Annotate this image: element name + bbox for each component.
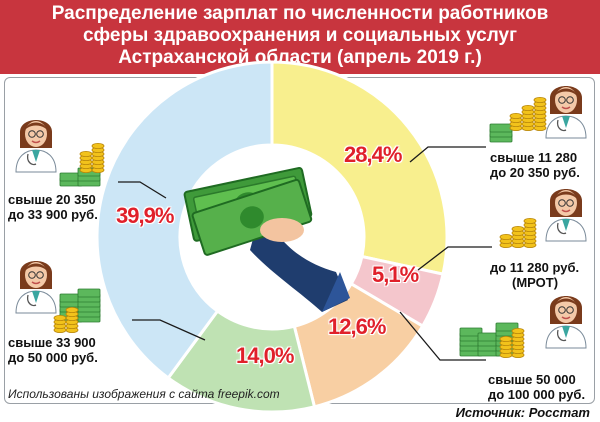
legend-line: до 33 900 руб. (8, 207, 98, 222)
slice-value-label: 28,4% (344, 142, 402, 167)
slice-value-label: 39,9% (116, 203, 174, 228)
hand-money-icon (183, 167, 350, 312)
title-line-3: Астраханской области (апрель 2019 г.) (118, 47, 482, 68)
money-icons (53, 96, 547, 359)
legend-note: (МРОТ) (512, 275, 559, 290)
coins-icon (499, 327, 525, 359)
doctor-icon (545, 86, 587, 139)
title-line-1: Распределение зарплат по численности раб… (51, 3, 549, 24)
legend-line: до 11 280 руб. (490, 260, 580, 275)
legend-line: свыше 50 000 (488, 372, 576, 387)
legend-label-r1: свыше 11 280 до 20 350 руб. (490, 150, 580, 180)
legend-label-l2: свыше 33 900 до 50 000 руб. (8, 335, 98, 365)
coins-icon (53, 306, 79, 334)
slice-value-label: 12,6% (328, 314, 386, 339)
banknotes-icon (59, 288, 101, 323)
coins-icon (499, 217, 537, 249)
leader-line-r1 (409, 146, 486, 163)
leader-line-l1 (118, 181, 167, 199)
legend-line: до 20 350 руб. (490, 165, 580, 180)
legend-line: свыше 11 280 (490, 150, 578, 165)
leader-line-r2 (417, 246, 492, 271)
coins-icon (509, 96, 547, 132)
leader-line-r3 (399, 311, 486, 361)
header: Распределение зарплат по численности раб… (0, 0, 600, 74)
source-note: Источник: Росстат (455, 405, 590, 420)
donut-slice-5 (95, 60, 274, 381)
image-credit: Использованы изображения с сайта freepik… (8, 387, 280, 401)
doctor-icons (15, 86, 587, 349)
doctor-icon (545, 189, 587, 242)
leader-lines (118, 146, 492, 361)
legend-line: свыше 20 350 (8, 192, 96, 207)
legend-label-r2: до 11 280 руб. (МРОТ) (490, 260, 579, 290)
title-line-2: сферы здравоохранения и социальных услуг (82, 25, 518, 46)
legend-line: до 50 000 руб. (8, 350, 98, 365)
slice-value-label: 5,1% (372, 262, 419, 287)
slice-value-label: 14,0% (236, 343, 294, 368)
banknotes-icon (59, 167, 101, 187)
coins-icon (79, 142, 105, 174)
doctor-icon (15, 120, 57, 173)
leader-line-l2 (132, 319, 206, 341)
doctor-icon (545, 296, 587, 349)
donut-slice-1 (270, 60, 449, 276)
legend-line: до 100 000 руб. (488, 387, 586, 402)
legend-label-l1: свыше 20 350 до 33 900 руб. (8, 192, 98, 222)
banknotes-icon (489, 123, 513, 143)
doctor-icon (15, 261, 57, 314)
legend-label-r3: свыше 50 000 до 100 000 руб. (488, 372, 585, 402)
legend-line: свыше 33 900 (8, 335, 96, 350)
